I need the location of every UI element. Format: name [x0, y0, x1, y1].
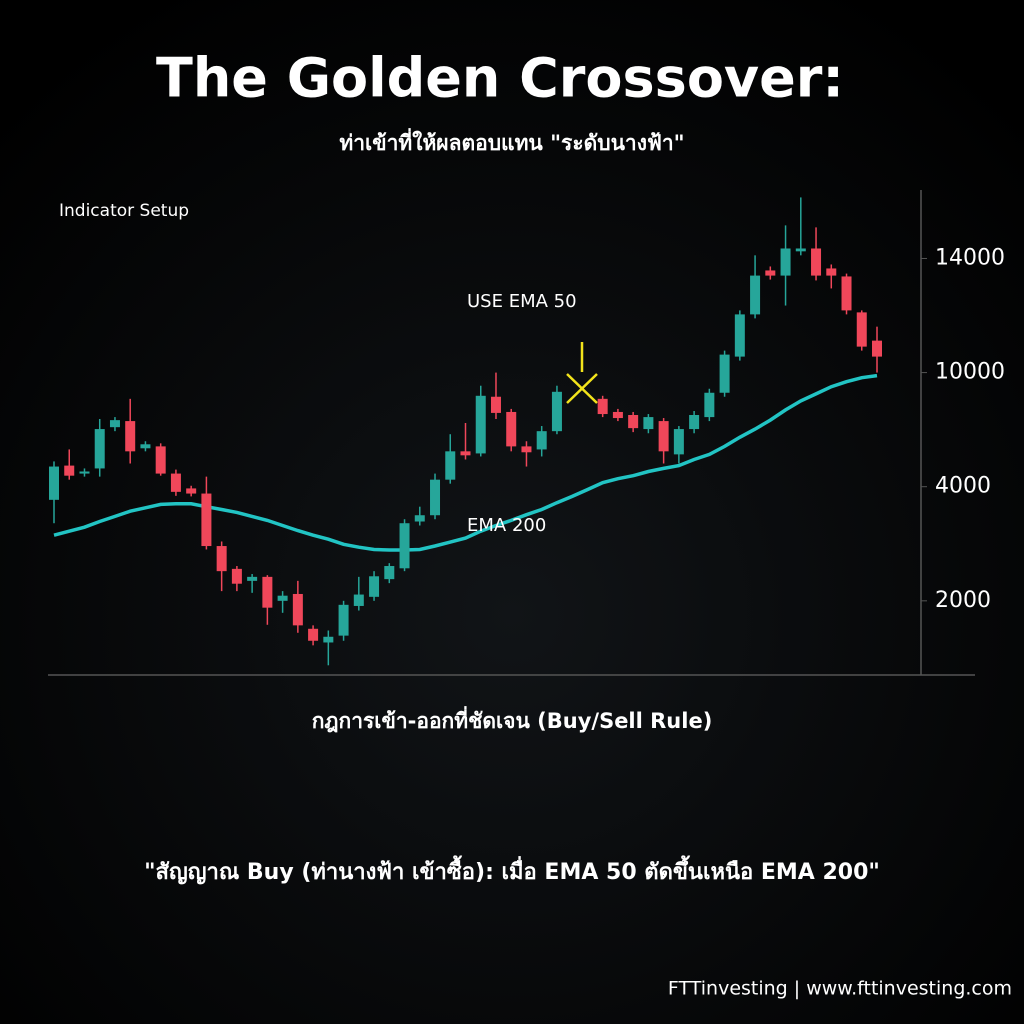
candle-body [155, 446, 166, 474]
candle-body [765, 270, 776, 276]
y-tick-label: 10000 [935, 360, 1005, 385]
candle-body [308, 628, 319, 641]
candle-body [170, 473, 181, 492]
candle-body [338, 604, 349, 636]
candle-body [231, 568, 242, 584]
candle-body [673, 429, 684, 455]
y-tick-label: 14000 [935, 245, 1005, 270]
candle-body [430, 479, 441, 516]
candle-body [292, 593, 303, 626]
panel-label: Indicator Setup [59, 201, 189, 221]
annotation: USE EMA 50 [467, 291, 577, 312]
signal-quote: "สัญญาณ Buy (ท่านางฟ้า เข้าซื้อ): เมื่อ … [144, 855, 880, 885]
candle-body [399, 523, 410, 569]
rule-heading: กฎการเข้า-ออกที่ชัดเจน (Buy/Sell Rule) [312, 705, 713, 733]
candle-body [643, 417, 654, 430]
candle-body [140, 444, 151, 449]
candle-body [734, 314, 745, 357]
candle-body [658, 421, 669, 452]
candle-body [277, 595, 288, 601]
candle-body [475, 395, 486, 454]
candle-body [353, 594, 364, 606]
candle-body [49, 466, 59, 500]
candle-body [811, 248, 822, 276]
candle-body [323, 636, 334, 643]
subtitle: ท่าเข้าที่ให้ผลตอบแทน "ระดับนางฟ้า" [339, 127, 684, 155]
candle-body [521, 446, 532, 453]
candle-body [125, 421, 136, 452]
candle-body [247, 576, 258, 581]
ema-label: EMA 200 [467, 515, 546, 536]
candle-body [445, 451, 456, 480]
candle-body [597, 398, 608, 415]
candle-body [384, 566, 395, 580]
candle-body [94, 429, 105, 469]
title: The Golden Crossover: [156, 47, 844, 110]
ema-line [53, 373, 878, 552]
candle-body [551, 391, 562, 432]
footer: FTTinvesting | www.fttinvesting.com [668, 978, 1012, 1000]
candle-body [79, 471, 90, 474]
candle-body [369, 576, 380, 597]
candle-body [841, 276, 852, 311]
candle-body [186, 488, 197, 494]
y-tick-label: 4000 [935, 474, 991, 499]
candle-body [414, 515, 425, 522]
candle-body [64, 465, 75, 476]
candle-body [689, 415, 700, 430]
candle-body [536, 431, 547, 450]
candle-body [628, 415, 639, 429]
candle-body [872, 340, 882, 357]
candle-body [216, 546, 227, 572]
candle-body [109, 420, 120, 428]
candle-body [704, 392, 715, 418]
candle-body [506, 411, 517, 447]
candle-body [826, 268, 837, 276]
y-tick-label: 2000 [935, 588, 991, 613]
candle-body [719, 354, 730, 393]
candle-body [201, 493, 212, 547]
candle-body [750, 275, 761, 315]
candle-body [460, 451, 471, 456]
candle-body [490, 396, 501, 413]
candle-body [780, 248, 791, 276]
candle-body [856, 312, 867, 347]
crossover-marker [566, 342, 598, 404]
candle-body [795, 248, 806, 252]
candle-body [262, 576, 273, 608]
candle-body [612, 411, 623, 419]
